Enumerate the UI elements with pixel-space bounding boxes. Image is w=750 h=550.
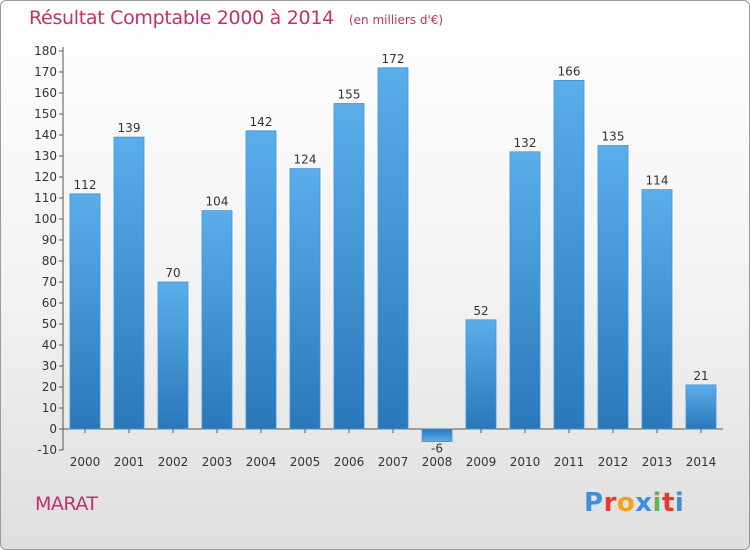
data-label: -6 [431,442,443,456]
logo-letter: i [674,488,685,518]
chart-title: Résultat Comptable 2000 à 2014 [29,7,334,29]
bar [597,145,629,430]
y-tick-label: 40 [42,338,57,352]
y-tick-label: 100 [34,212,57,226]
data-labels: 112 139 70 104 142 124 155 172 -6 52 132 166 135 114 2… [74,52,709,456]
data-label: 114 [646,174,669,188]
y-tick-label: 80 [42,254,57,268]
y-tick-label: 10 [42,401,57,415]
data-label: 135 [602,130,625,144]
y-tick-label: 140 [34,128,57,142]
x-tick-label: 2006 [334,455,365,469]
bar [685,384,717,430]
bar [465,319,497,430]
bar [333,103,365,430]
data-label: 124 [294,153,317,167]
chart-unit: (en milliers d'€) [348,13,444,27]
x-tick-label: 2011 [554,455,585,469]
bar [641,189,673,430]
x-tick-label: 2013 [642,455,673,469]
y-tick-label: 0 [49,422,57,436]
y-tick-label: 30 [42,359,57,373]
bars [69,67,717,443]
y-tick-label: 160 [34,86,57,100]
y-tick-label: 50 [42,317,57,331]
commune-name: MARAT [35,493,98,515]
data-label: 52 [473,304,488,318]
data-label: 104 [206,195,229,209]
title-row: Résultat Comptable 2000 à 2014 (en milli… [29,7,443,29]
x-tick-label: 2010 [510,455,541,469]
x-tick-label: 2000 [70,455,101,469]
y-tick-label: 60 [42,296,57,310]
bar [201,210,233,430]
y-tick-label: 70 [42,275,57,289]
x-tick-label: 2009 [466,455,497,469]
x-tick-label: 2012 [598,455,629,469]
x-tick-label: 2002 [158,455,189,469]
x-tick-label: 2005 [290,455,321,469]
x-tick-label: 2008 [422,455,453,469]
logo-letter: t [661,488,675,518]
bar [113,136,145,430]
data-label: 21 [693,369,708,383]
bar [421,428,453,443]
y-tick-label: 20 [42,380,57,394]
bar [245,130,277,430]
logo-letter: x [635,488,653,518]
y-tick-label: 110 [34,191,57,205]
x-tick-label: 2003 [202,455,233,469]
logo-letter: i [652,488,662,518]
y-tick-label: -10 [37,443,57,457]
bar [69,193,101,430]
data-label: 166 [558,64,581,78]
data-label: 112 [74,178,97,192]
proxiti-logo: Proxiti [584,488,684,518]
bar [377,67,409,430]
data-label: 139 [118,121,141,135]
data-label: 142 [250,115,273,129]
logo-letter: P [584,488,604,518]
data-label: 155 [338,88,361,102]
bar [157,281,189,430]
x-tick-label: 2001 [114,455,145,469]
y-tick-label: 170 [34,65,57,79]
data-label: 172 [382,52,405,66]
x-tick-label: 2004 [246,455,277,469]
logo-letter: r [603,488,617,518]
bar [289,168,321,430]
y-tick-label: 90 [42,233,57,247]
y-tick-label: 120 [34,170,57,184]
logo-letter: o [616,488,636,518]
data-label: 132 [514,136,537,150]
x-tick-label: 2014 [686,455,717,469]
bar [509,151,541,430]
data-label: 70 [165,266,180,280]
bar [553,80,585,430]
y-tick-label: 180 [34,44,57,58]
x-tick-label: 2007 [378,455,409,469]
y-tick-label: 150 [34,107,57,121]
y-tick-label: 130 [34,149,57,163]
